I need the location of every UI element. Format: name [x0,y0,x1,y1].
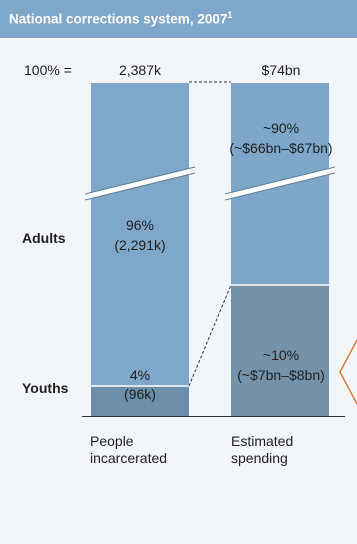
axis-break-line-b-0 [84,172,196,201]
row-label-youths: Youths [22,380,69,396]
data-label-adults-people-value: (2,291k) [114,237,166,253]
data-label-adults-people-pct: 96% [125,217,155,233]
data-label-youths-people-pct: 4% [129,367,151,383]
total-value-spending: $74bn [261,62,301,78]
axis-break-0 [85,167,195,200]
axis-break-line-a-0 [84,166,196,195]
footnote-marker: 1 [227,10,233,20]
category-label-spending: Estimated spending [231,433,293,467]
callout-chevron-icon [339,339,357,405]
data-label-adults-spending-value: (~$66bn–$67bn) [229,140,333,156]
connector-split [188,284,232,387]
bar-youths-0 [91,386,189,416]
axis-break-line-a-1 [224,166,336,195]
category-label-spending-line1: Estimated [231,433,294,449]
bar-youths-1 [231,285,329,416]
data-label-youths-people-value: (96k) [124,386,156,402]
chart-header: National corrections system, 20071 [0,0,357,38]
axis-break-1 [225,167,335,200]
category-label-people-line2: incarcerated [90,450,168,466]
data-label-youths-spending-value: (~$7bn–$8bn) [237,367,325,383]
category-label-people-line1: People [90,433,134,449]
total-value-people: 2,387k [118,62,162,78]
category-label-spending-line2: spending [231,450,288,466]
chart-title: National corrections system, 20071 [9,10,233,27]
row-label-adults: Adults [22,230,66,246]
total-label: 100% = [24,62,72,78]
axis-break-line-b-1 [224,172,336,201]
data-label-youths-spending-pct: ~10% [262,347,300,363]
data-label-adults-spending-pct: ~90% [262,120,300,136]
bar-adults-0 [91,83,189,386]
category-label-people: People incarcerated [90,433,167,467]
